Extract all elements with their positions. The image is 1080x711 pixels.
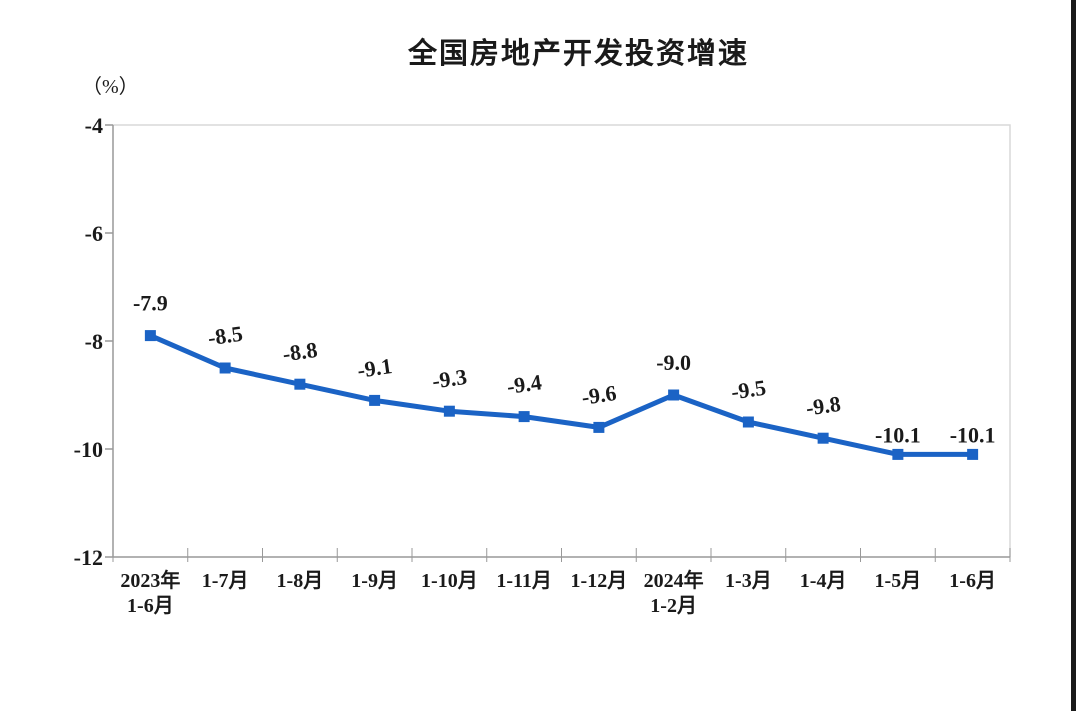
- data-point-marker: [369, 394, 381, 406]
- data-point-label: -9.0: [656, 350, 691, 375]
- data-point-label: -8.5: [206, 321, 244, 351]
- x-tick-label: 2023年 1-6月: [120, 568, 180, 617]
- x-tick-label: 1-3月: [725, 570, 772, 592]
- data-point-marker: [742, 416, 754, 428]
- data-series-line: [147, 333, 976, 457]
- data-point-marker: [817, 432, 829, 444]
- data-point-label: -10.1: [875, 422, 921, 447]
- data-point-label: -10.1: [950, 422, 996, 447]
- data-point-label: -9.3: [430, 364, 468, 394]
- chart-title: 全国房地产开发投资增速: [407, 38, 749, 70]
- y-tick-label: -6: [85, 221, 103, 246]
- x-tick-label: 1-5月: [875, 570, 922, 592]
- x-tick-label: 1-6月: [949, 570, 996, 592]
- data-point-marker: [967, 448, 979, 460]
- x-tick-label: 1-4月: [800, 570, 847, 592]
- x-tick-label: 2024年 1-2月: [644, 568, 704, 617]
- x-tick-label: 1-7月: [202, 570, 249, 592]
- y-tick-label: -10: [74, 437, 103, 462]
- y-axis-unit-label: （%）: [82, 76, 139, 98]
- data-point-label: -7.9: [133, 291, 168, 316]
- x-tick-label: 1-9月: [351, 570, 398, 592]
- x-tick-label: 1-11月: [496, 570, 552, 592]
- data-point-label: -9.8: [804, 391, 842, 421]
- y-tick-label: -8: [85, 329, 103, 354]
- data-point-marker: [144, 330, 156, 342]
- plot-border: [113, 124, 1011, 557]
- data-point-label: -9.5: [729, 375, 767, 405]
- y-tick-label: -12: [74, 545, 103, 570]
- data-point-marker: [892, 448, 904, 460]
- data-point-marker: [219, 362, 231, 374]
- data-point-label: -9.6: [580, 380, 618, 410]
- x-tick-label: 1-12月: [571, 570, 628, 592]
- data-point-label: -9.4: [505, 369, 543, 399]
- y-tick-label: -4: [85, 113, 103, 138]
- x-tick-label: 1-10月: [421, 570, 478, 592]
- page-right-edge-rule: [1071, 0, 1076, 711]
- data-point-marker: [443, 405, 455, 417]
- data-point-marker: [668, 389, 680, 401]
- data-point-label: -8.8: [281, 337, 319, 367]
- data-point-marker: [518, 411, 530, 423]
- data-point-label: -9.1: [356, 353, 394, 383]
- data-point-marker: [593, 421, 605, 433]
- x-tick-label: 1-8月: [277, 570, 324, 592]
- data-point-marker: [294, 378, 306, 390]
